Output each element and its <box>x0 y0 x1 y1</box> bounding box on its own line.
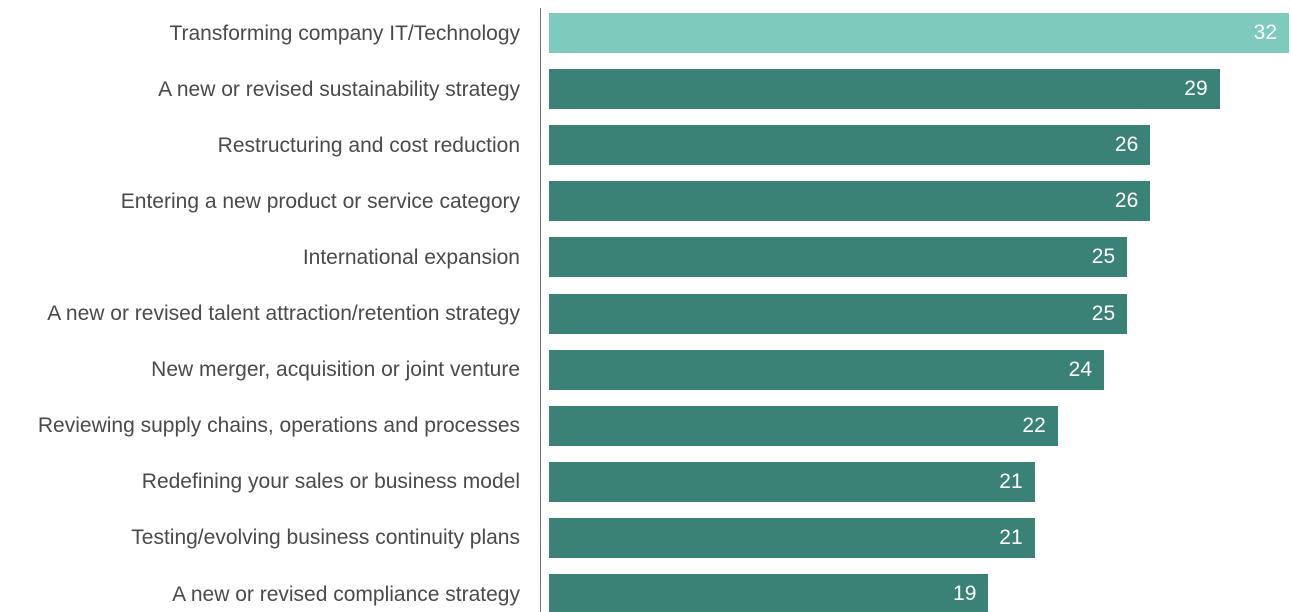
bar: 24 <box>549 349 1104 390</box>
value-label: 24 <box>1068 357 1092 381</box>
category-text: A new or revised compliance strategy <box>172 582 520 606</box>
bar: 26 <box>549 125 1151 166</box>
category-text: A new or revised talent attraction/reten… <box>47 302 520 325</box>
category-text: Transforming company IT/Technology <box>169 21 520 45</box>
value-label: 26 <box>1114 189 1139 213</box>
value-label: 26 <box>1114 133 1139 157</box>
value-label: 25 <box>1091 301 1116 325</box>
category-label: Testing/evolving business continuity pla… <box>0 510 520 566</box>
category-text: Testing/evolving business continuity pla… <box>131 526 520 550</box>
bar: 25 <box>549 237 1128 278</box>
bar: 19 <box>549 574 989 612</box>
value-label: 19 <box>953 582 977 605</box>
value-label: 25 <box>1091 245 1116 269</box>
category-label: A new or revised talent attraction/reten… <box>0 286 520 342</box>
category-text: Reviewing supply chains, operations and … <box>37 414 520 438</box>
category-text: International expansion <box>302 245 520 269</box>
category-text: Redefining your sales or business model <box>141 470 520 494</box>
category-label: Restructuring and cost reduction <box>0 117 520 173</box>
category-text: Restructuring and cost reduction <box>217 133 520 157</box>
bar: 22 <box>549 405 1058 446</box>
value-label: 21 <box>999 525 1023 549</box>
bar: 25 <box>549 293 1128 334</box>
category-text: Entering a new product or service catego… <box>120 189 520 213</box>
category-label: Redefining your sales or business model <box>0 454 520 510</box>
bar: 21 <box>549 517 1035 558</box>
category-text: A new or revised sustainability strategy <box>158 77 520 101</box>
category-label: New merger, acquisition or joint venture <box>0 342 520 398</box>
value-label: 32 <box>1253 21 1277 44</box>
bar: 32 <box>549 13 1289 53</box>
value-label: 22 <box>1022 413 1046 437</box>
category-label: Reviewing supply chains, operations and … <box>0 398 520 454</box>
category-label: Transforming company IT/Technology <box>0 5 520 61</box>
bar: 21 <box>549 461 1035 502</box>
axis-line <box>540 8 541 612</box>
value-label: 29 <box>1184 77 1208 101</box>
category-label: Entering a new product or service catego… <box>0 173 520 229</box>
value-label: 21 <box>999 469 1023 493</box>
bar: 29 <box>549 69 1220 110</box>
category-label: A new or revised sustainability strategy <box>0 61 520 117</box>
category-label: International expansion <box>0 229 520 285</box>
category-text: New merger, acquisition or joint venture <box>151 358 520 382</box>
category-label: A new or revised compliance strategy <box>0 566 520 612</box>
bar: 26 <box>549 181 1151 222</box>
